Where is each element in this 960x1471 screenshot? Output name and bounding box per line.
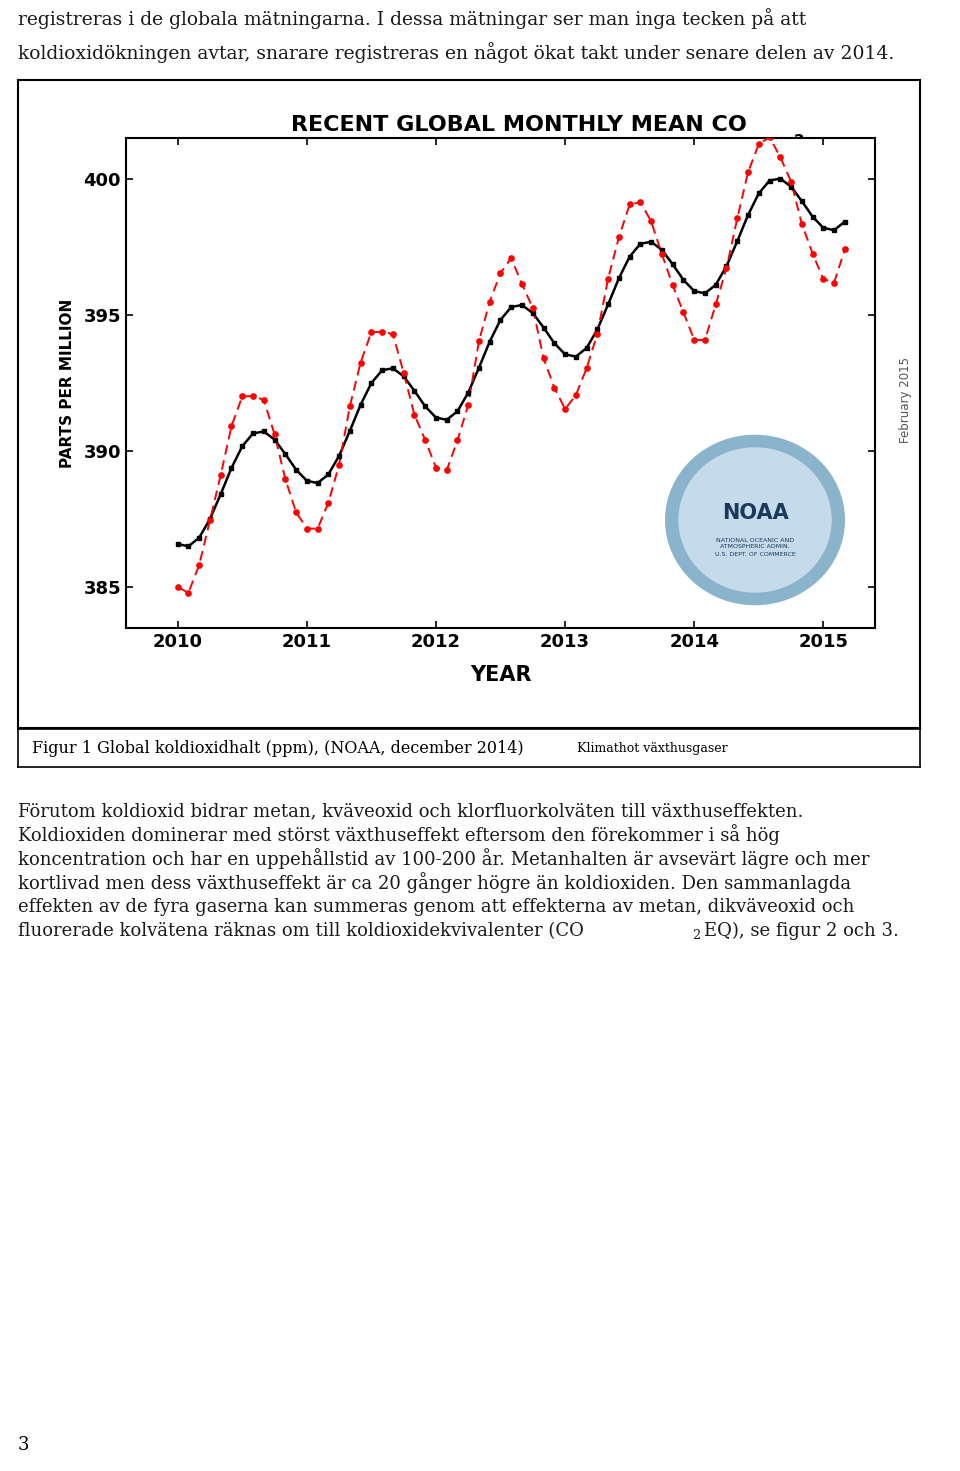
Text: effekten av de fyra gaserna kan summeras genom att effekterna av metan, dikväveo: effekten av de fyra gaserna kan summeras… (18, 897, 854, 916)
Text: Förutom koldioxid bidrar metan, kväveoxid och klorfluorkolväten till växthuseffe: Förutom koldioxid bidrar metan, kväveoxi… (18, 802, 804, 819)
Text: RECENT GLOBAL MONTHLY MEAN CO: RECENT GLOBAL MONTHLY MEAN CO (291, 115, 747, 135)
X-axis label: YEAR: YEAR (469, 665, 531, 684)
Text: 2: 2 (692, 930, 701, 943)
Text: Koldioxiden dominerar med störst växthuseffekt eftersom den förekommer i så hög: Koldioxiden dominerar med störst växthus… (18, 825, 780, 846)
Text: registreras i de globala mätningarna. I dessa mätningar ser man inga tecken på a: registreras i de globala mätningarna. I … (18, 7, 806, 29)
Text: fluorerade kolvätena räknas om till koldioxidekvivalenter (CO: fluorerade kolvätena räknas om till kold… (18, 922, 584, 940)
Text: NATIONAL OCEANIC AND
ATMOSPHERIC ADMIN.
U.S. DEPT. OF COMMERCE: NATIONAL OCEANIC AND ATMOSPHERIC ADMIN. … (714, 537, 796, 556)
Text: NOAA: NOAA (722, 503, 788, 522)
Y-axis label: PARTS PER MILLION: PARTS PER MILLION (60, 299, 75, 468)
Text: Figur 1 Global koldioxidhalt (ppm), (NOAA, december 2014): Figur 1 Global koldioxidhalt (ppm), (NOA… (32, 740, 523, 756)
Circle shape (665, 435, 844, 605)
Text: koncentration och har en uppehållstid av 100-200 år. Metanhalten är avsevärt läg: koncentration och har en uppehållstid av… (18, 849, 870, 869)
Text: February 2015: February 2015 (899, 357, 911, 443)
Text: 2: 2 (794, 134, 804, 149)
Text: koldioxidökningen avtar, snarare registreras en något ökat takt under senare del: koldioxidökningen avtar, snarare registr… (18, 43, 895, 63)
Text: EQ), se figur 2 och 3.: EQ), se figur 2 och 3. (704, 922, 899, 940)
Circle shape (679, 449, 831, 591)
Text: Klimathot växthusgaser: Klimathot växthusgaser (577, 741, 728, 755)
Text: 3: 3 (18, 1436, 30, 1453)
Text: kortlivad men dess växthuseffekt är ca 20 gånger högre än koldioxiden. Den samma: kortlivad men dess växthuseffekt är ca 2… (18, 872, 852, 893)
